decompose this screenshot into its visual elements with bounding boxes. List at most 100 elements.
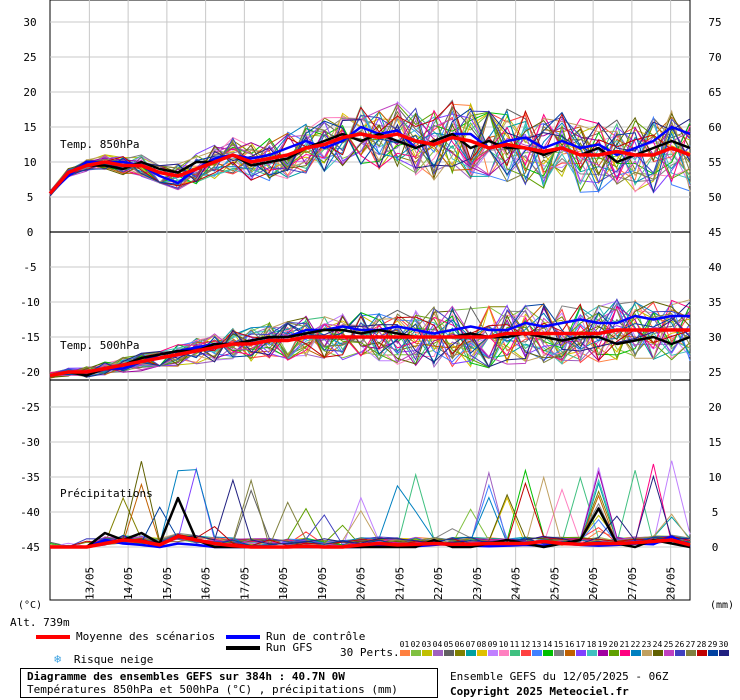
pert-legend-swatch xyxy=(520,650,531,656)
x-tick-label: 23/05 xyxy=(471,567,484,600)
x-tick-label: 13/05 xyxy=(83,567,96,600)
y-left-tick-label: 15 xyxy=(23,121,36,134)
pert-legend-item: 10 xyxy=(498,640,509,658)
y-left-tick-label: 10 xyxy=(23,156,36,169)
pert-legend-number: 07 xyxy=(465,640,476,649)
footer-subtitle: Températures 850hPa et 500hPa (°C) , pré… xyxy=(27,683,398,696)
pert-legend-item: 02 xyxy=(410,640,421,658)
gfs-series-line xyxy=(49,328,691,377)
x-tick-label: 22/05 xyxy=(432,567,445,600)
pert-legend-swatch xyxy=(707,650,718,656)
pert-legend-item: 11 xyxy=(509,640,520,658)
pert-legend-swatch xyxy=(476,650,487,656)
pert-legend-item: 14 xyxy=(542,640,553,658)
y-right-tick-label: 5 xyxy=(712,506,719,519)
y-left-tick-label: -15 xyxy=(20,331,40,344)
y-right-tick-label: 35 xyxy=(708,296,721,309)
pert-legend-swatch xyxy=(575,650,586,656)
perturbation-line xyxy=(49,101,691,197)
footer-title: Diagramme des ensembles GEFS sur 384h : … xyxy=(27,670,345,683)
x-tick-label: 24/05 xyxy=(510,567,523,600)
pert-legend-number: 19 xyxy=(597,640,608,649)
y-right-tick-label: 45 xyxy=(708,226,721,239)
pert-legend-swatch xyxy=(509,650,520,656)
legend-control: Run de contrôle xyxy=(226,630,365,643)
y-right-tick-label: 55 xyxy=(708,156,721,169)
pert-legend-swatch xyxy=(674,650,685,656)
pert-legend-number: 09 xyxy=(487,640,498,649)
pert-legend-swatch xyxy=(663,650,674,656)
legend-mean: Moyenne des scénarios xyxy=(36,630,215,643)
pert-legend-number: 14 xyxy=(542,640,553,649)
x-tick-label: 26/05 xyxy=(587,567,600,600)
y-left-tick-label: 5 xyxy=(27,191,34,204)
y-left-tick-label: 20 xyxy=(23,86,36,99)
pert-legend-number: 23 xyxy=(641,640,652,649)
pert-legend-item: 29 xyxy=(707,640,718,658)
pert-legend-number: 02 xyxy=(410,640,421,649)
y-left-tick-label: -20 xyxy=(20,366,40,379)
pert-legend-swatch xyxy=(685,650,696,656)
pert-legend-item: 20 xyxy=(608,640,619,658)
mean-series-line xyxy=(49,328,690,378)
pert-legend-number: 25 xyxy=(663,640,674,649)
pert-legend-item: 21 xyxy=(619,640,630,658)
legend-gfs-swatch xyxy=(226,646,260,650)
ensemble-run-label: Ensemble GEFS du 12/05/2025 - 06Z xyxy=(450,670,669,683)
mean-series-line xyxy=(48,132,691,195)
legend-perts-label: 30 Perts. xyxy=(340,646,400,659)
panel-label-500: Temp. 500hPa xyxy=(60,339,140,352)
y-right-tick-label: 60 xyxy=(708,121,721,134)
pert-legend-item: 05 xyxy=(443,640,454,658)
pert-legend-number: 11 xyxy=(509,640,520,649)
y-left-tick-label: 0 xyxy=(27,226,34,239)
legend-mean-swatch xyxy=(36,635,70,639)
y-right-tick-label: 25 xyxy=(708,366,721,379)
pert-legend-item: 09 xyxy=(487,640,498,658)
y-right-tick-label: 0 xyxy=(712,541,719,554)
pert-legend-number: 13 xyxy=(531,640,542,649)
pert-legend-swatch xyxy=(553,650,564,656)
pert-legend-number: 18 xyxy=(586,640,597,649)
y-right-tick-label: 70 xyxy=(708,51,721,64)
pert-legend-number: 06 xyxy=(454,640,465,649)
pert-legend-swatch xyxy=(399,650,410,656)
pert-legend-number: 17 xyxy=(575,640,586,649)
y-left-tick-label: -30 xyxy=(20,436,40,449)
y-right-tick-label: 75 xyxy=(708,16,721,29)
pert-legend-item: 08 xyxy=(476,640,487,658)
pert-legend-swatch xyxy=(718,650,729,656)
y-left-tick-label: -45 xyxy=(20,541,40,554)
pert-legend-item: 25 xyxy=(663,640,674,658)
pert-legend-swatch xyxy=(608,650,619,656)
pert-legend-item: 24 xyxy=(652,640,663,658)
pert-legend-swatch xyxy=(498,650,509,656)
x-tick-label: 25/05 xyxy=(548,567,561,600)
legend-mean-label: Moyenne des scénarios xyxy=(76,630,216,643)
perturbation-line xyxy=(49,99,691,192)
pert-legend-number: 08 xyxy=(476,640,487,649)
pert-legend-number: 16 xyxy=(564,640,575,649)
pert-legend-swatch xyxy=(619,650,630,656)
pert-legend-swatch xyxy=(421,650,432,656)
pert-legend-number: 27 xyxy=(685,640,696,649)
pert-legend-swatch xyxy=(487,650,498,656)
pert-legend-swatch xyxy=(641,650,652,656)
pert-legend-item: 13 xyxy=(531,640,542,658)
copyright-label: Copyright 2025 Meteociel.fr xyxy=(450,685,629,698)
pert-legend-item: 15 xyxy=(553,640,564,658)
x-tick-label: 19/05 xyxy=(316,567,329,600)
legend-control-swatch xyxy=(226,635,260,639)
y-right-tick-label: 20 xyxy=(708,401,721,414)
y-left-tick-label: 30 xyxy=(23,16,36,29)
pert-legend-item: 27 xyxy=(685,640,696,658)
pert-legend-item: 17 xyxy=(575,640,586,658)
perturbation-legend: 01 02 03 04 05 06 07 08 09 10 11 12 13 14 15 16 17 18 19 20… xyxy=(399,640,729,659)
x-tick-label: 20/05 xyxy=(355,567,368,600)
pert-legend-swatch xyxy=(454,650,465,656)
panel-label-precip: Précipitations xyxy=(60,487,153,500)
grid xyxy=(49,0,691,601)
pert-legend-item: 03 xyxy=(421,640,432,658)
y-left-tick-label: -25 xyxy=(20,401,40,414)
y-right-tick-label: 50 xyxy=(708,191,721,204)
